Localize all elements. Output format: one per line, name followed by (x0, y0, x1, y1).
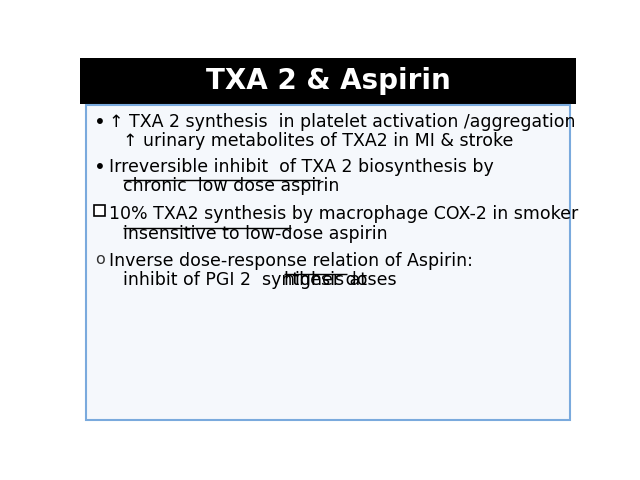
Text: Irreversible inhibit  of TXA 2 biosynthesis by: Irreversible inhibit of TXA 2 biosynthes… (109, 158, 494, 176)
Text: 10% TXA2 synthesis by macrophage COX-2 in smoker: 10% TXA2 synthesis by macrophage COX-2 i… (109, 205, 579, 224)
Text: •: • (94, 113, 106, 132)
FancyBboxPatch shape (86, 105, 570, 420)
Text: •: • (94, 158, 106, 177)
Text: insensitive to low-dose aspirin: insensitive to low-dose aspirin (123, 225, 387, 243)
Text: higher doses: higher doses (284, 271, 396, 289)
Text: o: o (95, 252, 105, 267)
Text: Inverse dose-response relation of Aspirin:: Inverse dose-response relation of Aspiri… (109, 252, 474, 270)
Text: chronic  low dose aspirin: chronic low dose aspirin (123, 177, 339, 195)
Text: ↑ urinary metabolites of TXA2 in MI & stroke: ↑ urinary metabolites of TXA2 in MI & st… (123, 132, 513, 150)
Bar (94, 205, 105, 216)
Bar (80, 58, 576, 104)
Text: ↑ TXA 2 synthesis  in platelet activation /aggregation: ↑ TXA 2 synthesis in platelet activation… (109, 113, 576, 131)
Text: inhibit of PGI 2  synthesis at: inhibit of PGI 2 synthesis at (123, 271, 372, 289)
Text: TXA 2 & Aspirin: TXA 2 & Aspirin (205, 67, 451, 95)
